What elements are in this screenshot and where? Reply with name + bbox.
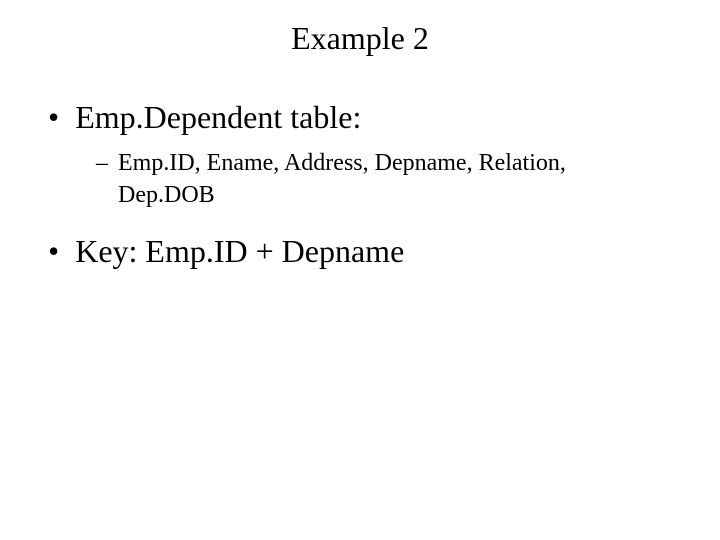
bullet-item: • Emp.Dependent table: — [48, 97, 672, 139]
bullet-item: • Key: Emp.ID + Depname — [48, 231, 672, 273]
slide-content: • Emp.Dependent table: – Emp.ID, Ename, … — [0, 97, 720, 273]
bullet-sub-item: – Emp.ID, Ename, Address, Depname, Relat… — [96, 147, 672, 212]
bullet-text: Emp.Dependent table: — [75, 97, 361, 139]
bullet-sub-text: Emp.ID, Ename, Address, Depname, Relatio… — [118, 147, 638, 212]
bullet-text: Key: Emp.ID + Depname — [75, 231, 404, 273]
bullet-marker-disc: • — [48, 231, 59, 273]
bullet-marker-dash: – — [96, 147, 108, 179]
bullet-marker-disc: • — [48, 97, 59, 139]
slide-title: Example 2 — [0, 0, 720, 97]
